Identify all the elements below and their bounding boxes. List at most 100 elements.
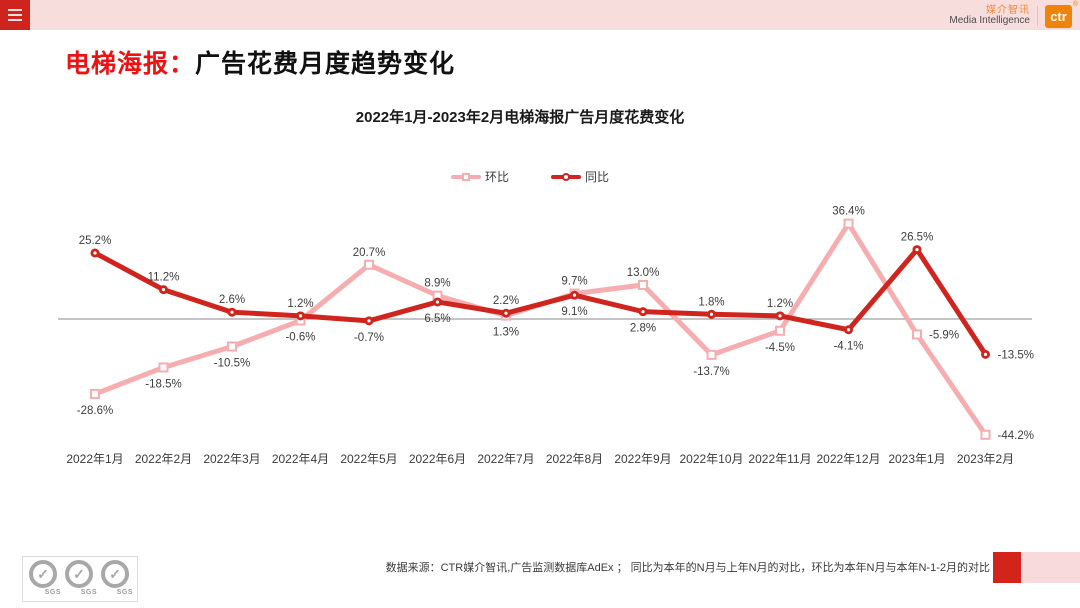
brand-divider [1037,6,1038,26]
data-point-label: 2.8% [630,323,656,335]
sgs-label: SGS [116,589,133,596]
hamburger-icon [8,14,22,16]
data-point-label: 1.2% [767,298,793,310]
data-point-marker [843,218,854,229]
legend-marker-icon [461,172,470,181]
data-point-marker-center [367,319,371,323]
top-bar: 媒介智讯 Media Intelligence ctr ® [0,0,1080,30]
sgs-label: SGS [44,589,61,596]
sgs-ring-check-icon: ✓ [101,560,129,588]
registered-mark: ® [1072,0,1078,8]
data-point-label: 1.8% [698,296,724,308]
brand-text: 媒介智讯 Media Intelligence [949,4,1030,27]
x-axis-label: 2022年6月 [409,452,466,466]
data-point-marker [364,259,374,270]
data-point-label: -28.6% [77,405,113,417]
hamburger-menu-button[interactable] [0,0,30,30]
ctr-logo-text: ctr [1050,8,1067,24]
x-axis-label: 2022年11月 [748,452,811,466]
data-point-marker-center [298,314,303,318]
legend-item-0[interactable]: 环比 [450,168,509,185]
data-point-label: -13.5% [998,349,1034,361]
chart-legend: 环比 同比 [0,168,1060,185]
data-point-marker-center [915,247,919,252]
x-axis-label: 2022年12月 [816,452,880,466]
data-point-label: 2.2% [493,295,519,307]
page-title: 电梯海报：广告花费月度趋势变化 [65,44,455,80]
data-point-label: -0.6% [285,332,315,344]
legend-marker-icon [562,172,570,181]
data-point-label: 11.2% [148,272,180,284]
sgs-certification-logos: ✓ SGS ✓ SGS ✓ SGS [22,556,138,602]
data-point-marker [912,329,922,340]
legend-label: 环比 [484,170,509,184]
x-axis-label: 2022年10月 [679,452,743,466]
footer-accent-red-block [993,552,1021,583]
data-point-label: 20.7% [353,247,386,259]
brand-name-cn: 媒介智讯 [986,4,1030,16]
data-point-marker [90,388,100,399]
sgs-ring-check-icon: ✓ [29,560,57,588]
sgs-logo-icon: ✓ SGS [29,560,61,598]
footer-accent-pink-block [1021,552,1080,583]
chart-title: 2022年1月-2023年2月电梯海报广告月度花费变化 [355,109,685,126]
x-axis-label: 2022年4月 [272,452,329,466]
legend-swatch-icon [551,172,581,181]
data-point-label: 9.1% [561,306,587,318]
data-point-marker-center [709,312,714,316]
data-point-marker-center [572,293,577,297]
x-axis-label: 2022年1月 [66,452,123,466]
data-point-marker [227,341,237,352]
x-axis-label: 2023年1月 [888,452,945,466]
data-point-label: 9.7% [561,276,587,288]
data-point-label: -10.5% [214,358,250,370]
x-axis-label: 2022年8月 [546,452,603,466]
x-axis-label: 2022年5月 [340,452,397,466]
brand-area: 媒介智讯 Media Intelligence ctr ® [949,1,1078,29]
data-point-marker-center [230,310,234,314]
data-point-marker [775,325,785,336]
data-point-label: -13.7% [693,366,729,378]
data-point-marker-center [504,311,508,315]
data-point-label: 26.5% [901,232,934,244]
data-point-marker-center [93,251,97,255]
series-line-1 [92,247,988,357]
data-point-label: 25.2% [79,235,112,247]
data-point-label: 1.3% [493,327,519,339]
data-point-marker-center [641,310,645,314]
data-point-marker [638,279,648,290]
line-chart: 2022年1月 2022年2月 2022年3月 2022年4月 2022年5月 2022年… [58,206,1034,466]
x-axis-label: 2022年7月 [477,452,534,466]
sgs-label: SGS [80,589,97,596]
data-point-marker [706,349,717,360]
data-point-label: -18.5% [145,378,181,390]
ctr-logo: ctr ® [1045,1,1078,28]
x-axis-label: 2022年9月 [614,452,671,466]
data-point-label: 6.5% [424,313,450,325]
data-point-label: -44.2% [998,430,1034,442]
data-point-marker-center [846,328,851,332]
sgs-logo-icon: ✓ SGS [65,560,97,598]
data-point-label: 2.6% [219,294,245,306]
data-point-label: 8.9% [424,278,450,290]
page-title-highlight: 电梯海报： [65,50,196,78]
data-point-label: -5.9% [929,329,959,341]
data-point-marker-center [435,300,440,304]
data-point-label: -4.5% [765,342,795,354]
x-axis-label: 2022年2月 [135,452,192,466]
page-title-rest: 广告花费月度趋势变化 [195,50,456,78]
data-point-label: 13.0% [627,267,660,279]
hamburger-icon [8,9,22,11]
x-axis-label: 2022年3月 [203,452,260,466]
data-point-label: -4.1% [833,341,863,353]
sgs-ring-check-icon: ✓ [65,560,93,588]
data-point-label: 1.2% [287,298,313,310]
data-point-marker-center [983,352,988,356]
data-point-label: 36.4% [832,206,865,218]
legend-item-1[interactable]: 同比 [551,168,609,185]
data-point-marker-center [161,288,166,292]
data-point-marker-center [778,314,782,318]
data-point-marker [980,429,991,440]
legend-swatch-icon [450,172,481,181]
